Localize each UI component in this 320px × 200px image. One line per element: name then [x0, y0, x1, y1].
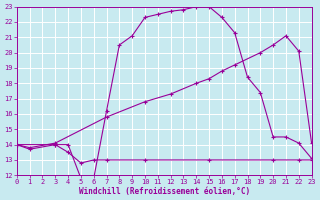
- X-axis label: Windchill (Refroidissement éolien,°C): Windchill (Refroidissement éolien,°C): [79, 187, 250, 196]
